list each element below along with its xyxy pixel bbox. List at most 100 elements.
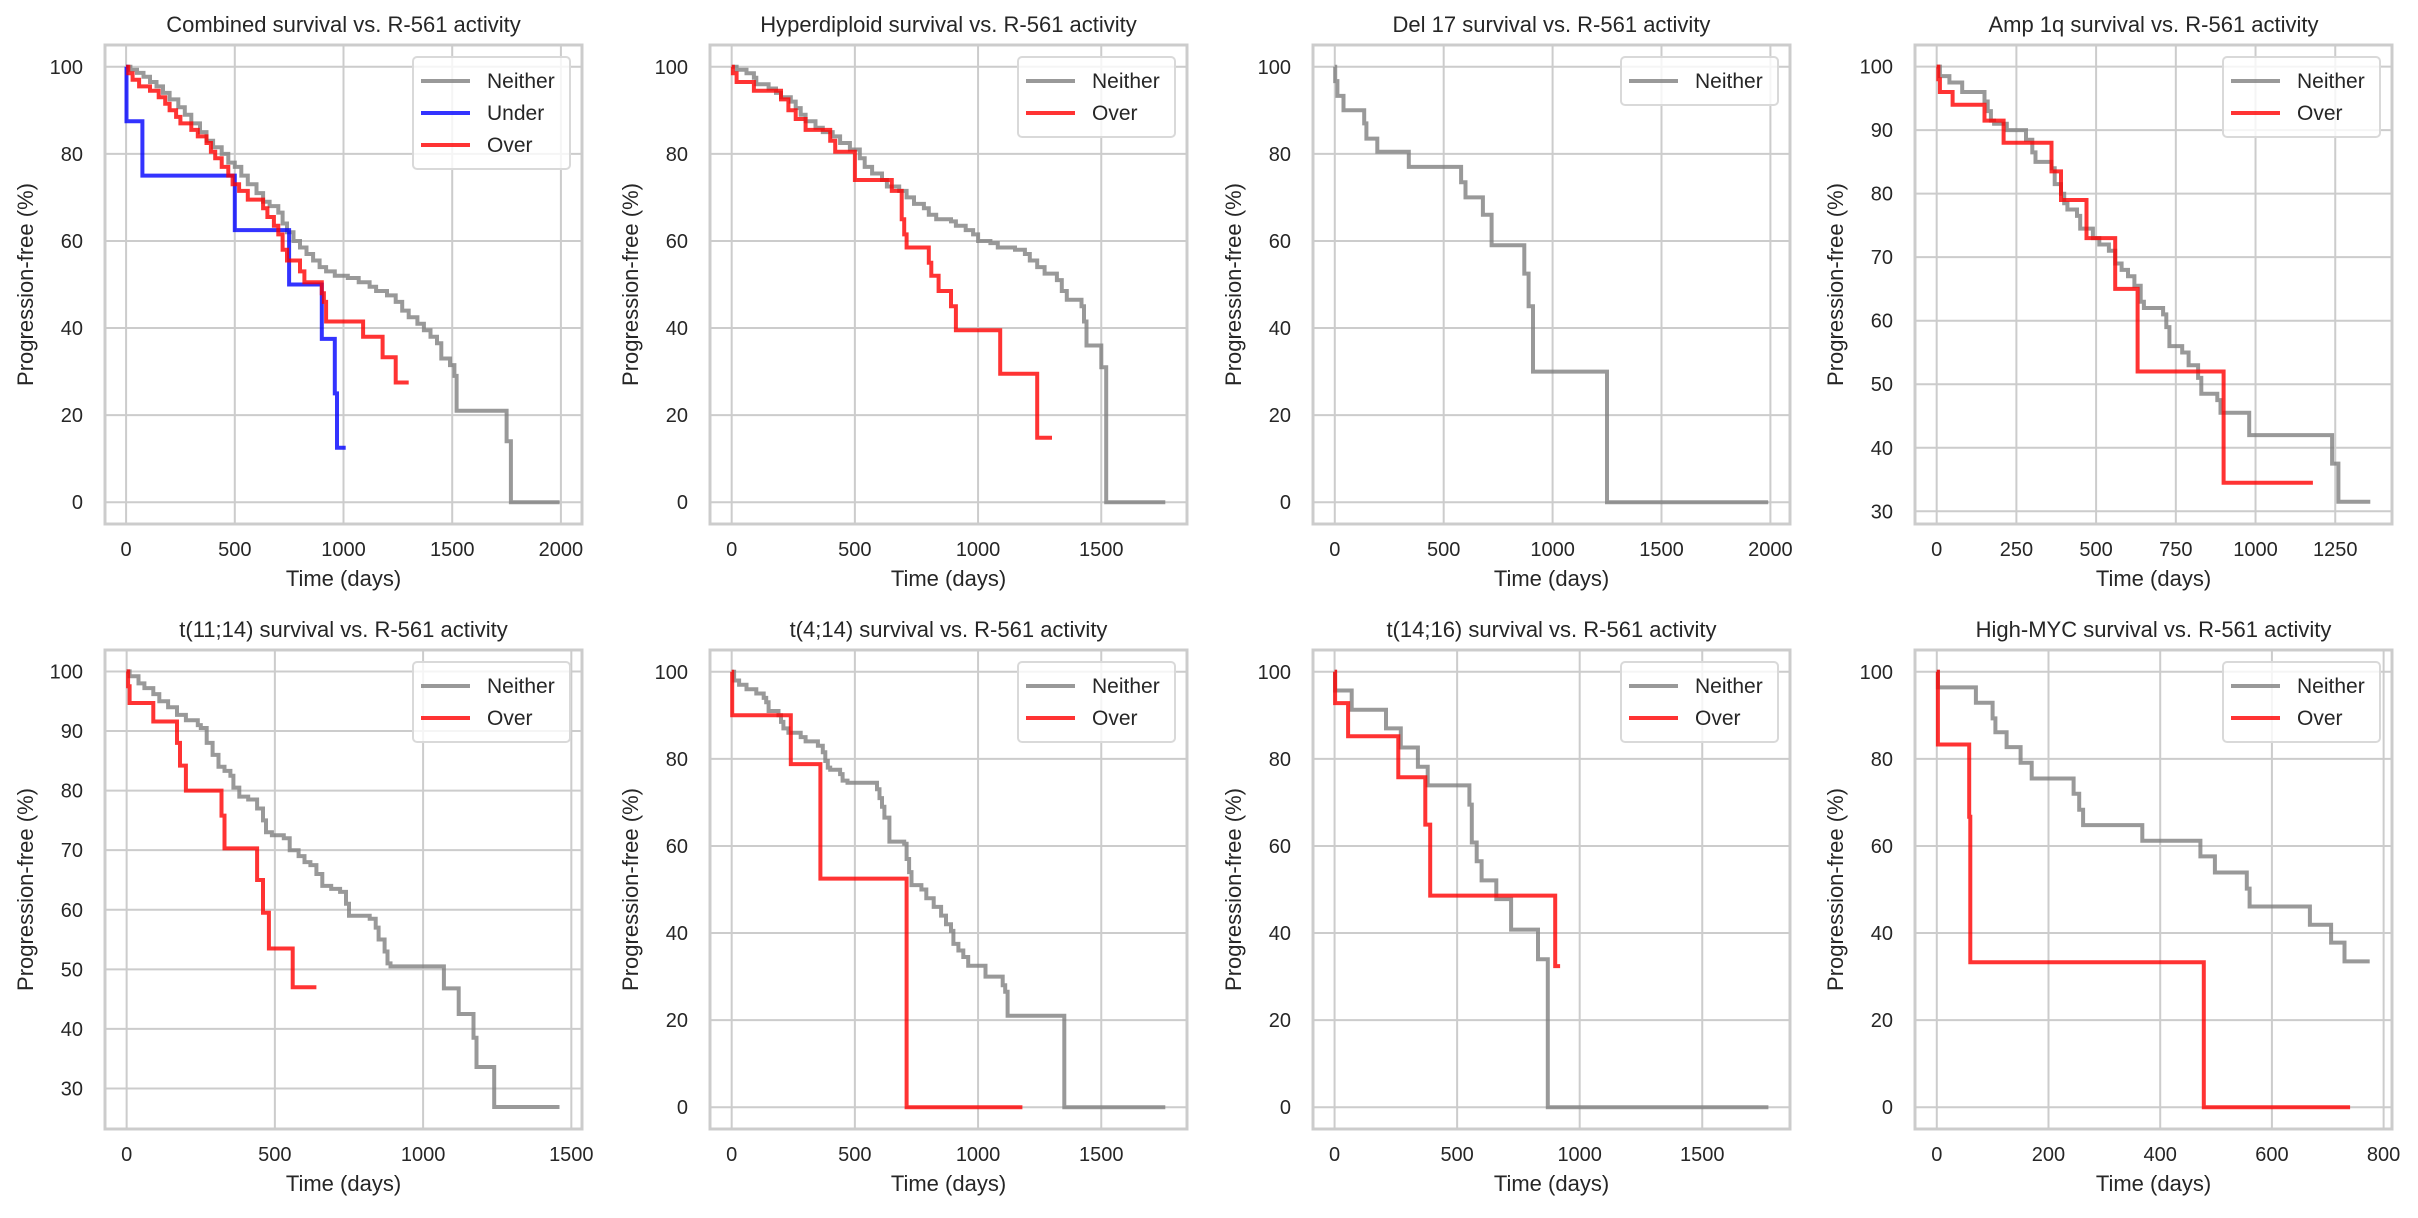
- x-tick-label: 2000: [1748, 539, 1793, 561]
- y-tick-label: 60: [666, 836, 688, 858]
- x-tick-label: 500: [218, 539, 251, 561]
- y-axis-label: Progression-free (%): [1221, 788, 1246, 991]
- axes-frame: [1311, 43, 1792, 526]
- y-tick-label: 90: [1871, 120, 1893, 142]
- x-axis-label: Time (days): [2096, 566, 2211, 591]
- curves: [124, 64, 560, 505]
- legend-item-neither: Neither: [1026, 70, 1160, 93]
- x-tick-label: 600: [2255, 1144, 2288, 1166]
- x-axis-label: Time (days): [2096, 1171, 2211, 1196]
- panel-title: Del 17 survival vs. R-561 activity: [1393, 12, 1711, 37]
- survival-curve-over: [730, 669, 1023, 1110]
- x-tick-label: 400: [2144, 1144, 2177, 1166]
- y-tick-label: 20: [666, 1010, 688, 1032]
- y-axis-label: Progression-free (%): [1823, 788, 1848, 991]
- y-tick-label: 70: [61, 840, 83, 862]
- y-axis-label: Progression-free (%): [618, 183, 643, 386]
- y-tick-label: 100: [655, 57, 688, 79]
- x-tick-label: 0: [121, 539, 132, 561]
- x-tick-label: 1000: [956, 539, 1001, 561]
- y-tick-label: 50: [1871, 374, 1893, 396]
- legend: Neither Over: [2222, 661, 2381, 743]
- panel-4: 0 250 500 750 1000 1250 30 40 50 60 70 80 90 100 Amp 1…: [1823, 12, 2394, 591]
- y-tick-label: 0: [677, 1097, 688, 1119]
- y-tick-label: 80: [666, 749, 688, 771]
- curves: [730, 64, 1166, 505]
- panel-title: t(14;16) survival vs. R-561 activity: [1386, 617, 1716, 642]
- axes-frame: [708, 648, 1189, 1131]
- panel-1: 0 500 1000 1500 2000 0 20 40 60 80 100 Combined sur…: [13, 12, 584, 591]
- legend-item-neither: Neither: [1629, 675, 1763, 698]
- survival-curve-over: [730, 64, 1052, 440]
- y-tick-label: 80: [666, 144, 688, 166]
- legend-box: [1017, 56, 1176, 138]
- legend-box: [1620, 56, 1779, 106]
- legend: Neither Over: [1017, 56, 1176, 138]
- legend-label: Neither: [487, 675, 555, 698]
- legend-label: Over: [487, 707, 533, 730]
- y-tick-label: 60: [1269, 231, 1291, 253]
- panel-8: 0 200 400 600 800 0 20 40 60 80 100 High-MYC surviv…: [1823, 617, 2400, 1196]
- curves: [1333, 669, 1769, 1110]
- y-tick-label: 40: [1871, 923, 1893, 945]
- y-tick-label: 40: [666, 318, 688, 340]
- x-axis-label: Time (days): [1494, 1171, 1609, 1196]
- x-tick-label: 500: [838, 1144, 871, 1166]
- survival-curve-over: [1935, 669, 2351, 1110]
- y-tick-label: 20: [1269, 405, 1291, 427]
- legend-item-over: Over: [421, 134, 533, 157]
- y-axis-label: Progression-free (%): [13, 788, 38, 991]
- survival-curve-over: [126, 669, 317, 990]
- axes-frame: [1311, 648, 1792, 1131]
- y-tick-label: 100: [1258, 662, 1291, 684]
- panel-title: Hyperdiploid survival vs. R-561 activity: [760, 12, 1137, 37]
- x-tick-label: 0: [1931, 539, 1942, 561]
- y-tick-label: 40: [1269, 923, 1291, 945]
- y-tick-label: 100: [655, 662, 688, 684]
- y-tick-label: 0: [72, 492, 83, 514]
- legend-item-under: Under: [421, 102, 544, 125]
- x-tick-label: 800: [2367, 1144, 2400, 1166]
- x-tick-label: 0: [1329, 539, 1340, 561]
- y-tick-label: 40: [1269, 318, 1291, 340]
- plot-area: [1313, 45, 1790, 524]
- legend-label: Neither: [2297, 70, 2365, 93]
- x-tick-label: 0: [1931, 1144, 1942, 1166]
- legend-label: Over: [1695, 707, 1741, 730]
- legend-box: [412, 56, 571, 170]
- legend-item-over: Over: [421, 707, 533, 730]
- legend-item-neither: Neither: [421, 675, 555, 698]
- x-tick-label: 1000: [401, 1144, 446, 1166]
- y-tick-label: 40: [61, 318, 83, 340]
- y-axis-label: Progression-free (%): [618, 788, 643, 991]
- y-tick-label: 40: [61, 1019, 83, 1041]
- legend: Neither: [1620, 56, 1779, 106]
- y-tick-label: 80: [1871, 749, 1893, 771]
- y-tick-label: 30: [61, 1078, 83, 1100]
- y-tick-label: 100: [1258, 57, 1291, 79]
- curves: [126, 669, 560, 1109]
- y-tick-label: 60: [1269, 836, 1291, 858]
- x-tick-label: 0: [726, 539, 737, 561]
- panel-5: 0 500 1000 1500 30 40 50 60 70 80 90 100 t(11;14) su…: [13, 617, 594, 1196]
- x-tick-label: 0: [1329, 1144, 1340, 1166]
- legend-item-over: Over: [2231, 707, 2343, 730]
- y-tick-label: 80: [1269, 144, 1291, 166]
- y-tick-label: 40: [666, 923, 688, 945]
- y-tick-label: 100: [1860, 662, 1893, 684]
- panel-title: t(4;14) survival vs. R-561 activity: [790, 617, 1108, 642]
- x-tick-label: 1500: [430, 539, 475, 561]
- legend-label: Over: [2297, 102, 2343, 125]
- x-tick-label: 250: [2000, 539, 2033, 561]
- legend-box: [412, 661, 571, 743]
- legend-item-neither: Neither: [421, 70, 555, 93]
- y-tick-label: 20: [666, 405, 688, 427]
- y-tick-label: 60: [1871, 836, 1893, 858]
- y-tick-label: 100: [50, 661, 83, 683]
- x-tick-label: 1500: [549, 1144, 594, 1166]
- x-tick-label: 1500: [1639, 539, 1684, 561]
- y-tick-label: 60: [61, 900, 83, 922]
- survival-curve-neither: [731, 64, 1166, 505]
- x-axis-label: Time (days): [286, 1171, 401, 1196]
